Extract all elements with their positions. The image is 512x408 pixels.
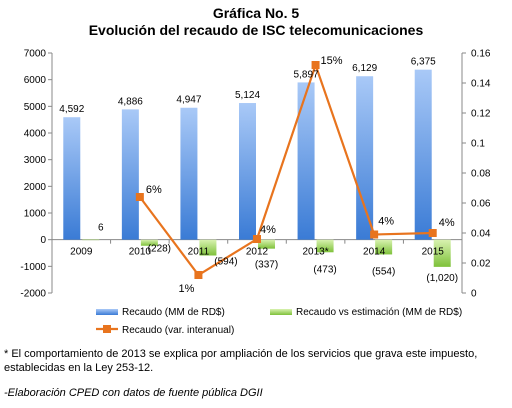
- bar-recaudo: [297, 82, 315, 240]
- line-series: [135, 61, 437, 279]
- line-marker: [311, 61, 320, 69]
- data-label-var-interanual: 6%: [146, 184, 162, 196]
- bar-variacion-estimacion: [316, 239, 334, 253]
- bar-recaudo: [356, 76, 374, 240]
- data-label-var-interanual: 4%: [378, 216, 394, 228]
- y-tick-label: -2000: [20, 289, 46, 300]
- x-tick-label: 2013*: [303, 247, 329, 258]
- data-label-var-interanual: 15%: [321, 55, 343, 67]
- line-var-interanual: [138, 61, 433, 277]
- y2-tick-label: 0.1: [471, 139, 485, 150]
- bar-recaudo: [63, 117, 81, 240]
- legend-swatch-variacion: [270, 309, 292, 315]
- bar-recaudo: [180, 107, 198, 240]
- y2-tick-label: 0.06: [471, 199, 491, 210]
- y-tick-label: 3000: [24, 155, 47, 166]
- x-tick-label: 2015: [422, 247, 445, 258]
- data-label-variacion: (554): [372, 266, 395, 277]
- y-tick-label: 2000: [24, 182, 47, 193]
- y2-tick-label: 0.08: [471, 169, 491, 180]
- data-label-var-interanual: 4%: [260, 224, 276, 236]
- chart-title-line1: Gráfica No. 5: [212, 5, 300, 21]
- y2-tick-label: 0.12: [471, 109, 491, 120]
- x-tick-label: 2012: [246, 247, 269, 258]
- data-labels: 4,592 4,886 4,947 5,124 5,897 6,129 6,375 2009 2…: [59, 55, 458, 295]
- data-label-var-interanual: 1%: [178, 283, 194, 295]
- data-label-variacion: (473): [313, 264, 336, 275]
- data-label-recaudo: 4,947: [176, 95, 201, 106]
- x-tick-label: 2010: [129, 247, 152, 258]
- chart-title: Gráfica No. 5 Evolución del recaudo de I…: [0, 5, 512, 39]
- bar-variacion-estimacion: [82, 239, 100, 241]
- data-label-recaudo: 4,886: [118, 96, 143, 107]
- line-marker: [135, 193, 144, 201]
- legend: Recaudo (MM de RD$) Recaudo vs estimación…: [96, 307, 462, 336]
- y-tick-label: 7000: [24, 49, 47, 60]
- y2-tick-label: 0.16: [471, 49, 491, 60]
- data-label-variacion: (594): [214, 257, 237, 268]
- y2-tick-label: 0: [471, 289, 477, 300]
- chart-area: -2000 -1000 0 1000 2000 3000 4000 5000 6000 7000 0…: [20, 49, 490, 337]
- footnote: * El comportamiento de 2013 se explica p…: [4, 348, 478, 374]
- data-label-variacion: 6: [98, 223, 104, 234]
- legend-swatch-recaudo: [96, 309, 118, 315]
- axes: -2000 -1000 0 1000 2000 3000 4000 5000 6000 7000 0…: [20, 49, 490, 300]
- y2-tick-label: 0.14: [471, 79, 491, 90]
- chart-title-line2: Evolución del recaudo de ISC telecomunic…: [88, 22, 424, 38]
- y-tick-label: 6000: [24, 75, 47, 86]
- data-label-recaudo: 4,592: [59, 104, 84, 115]
- y-tick-label: 1000: [24, 209, 47, 220]
- data-label-var-interanual: 4%: [439, 217, 455, 229]
- bar-variacion-estimacion: [433, 239, 451, 267]
- bar-variacion-estimacion: [140, 239, 158, 246]
- data-label-variacion: (1,020): [426, 273, 458, 284]
- source-credit: -Elaboración CPED con datos de fuente pú…: [4, 387, 263, 399]
- line-marker: [194, 271, 203, 279]
- bar-variacion-estimacion: [258, 239, 275, 249]
- y-tick-label: -1000: [20, 262, 46, 273]
- y-tick-label: 4000: [24, 129, 47, 140]
- legend-label-var-interanual: Recaudo (var. interanual): [122, 325, 234, 336]
- x-tick-label: 2014: [363, 247, 386, 258]
- data-label-recaudo: 5,124: [235, 90, 260, 101]
- y2-tick-label: 0.04: [471, 229, 491, 240]
- bar-recaudo: [414, 69, 432, 240]
- legend-label-variacion: Recaudo vs estimación (MM de RD$): [296, 307, 462, 318]
- data-label-recaudo: 6,375: [411, 57, 436, 68]
- legend-marker-var-interanual: [103, 325, 111, 333]
- bar-recaudo: [239, 103, 256, 240]
- x-tick-label: 2009: [70, 247, 93, 258]
- line-marker: [428, 229, 437, 237]
- data-label-variacion: (228): [148, 244, 171, 255]
- y2-tick-label: 0.02: [471, 259, 491, 270]
- bar-variacion-estimacion: [199, 239, 217, 256]
- data-label-recaudo: 6,129: [352, 63, 377, 74]
- y-tick-label: 5000: [24, 102, 47, 113]
- line-marker: [370, 230, 379, 239]
- legend-label-recaudo: Recaudo (MM de RD$): [122, 307, 225, 318]
- data-label-variacion: (337): [255, 260, 278, 271]
- x-tick-label: 2011: [188, 247, 210, 258]
- line-marker: [253, 235, 261, 243]
- y-tick-label: 0: [40, 235, 46, 246]
- bar-recaudo: [121, 109, 139, 240]
- data-label-recaudo: 5,897: [294, 69, 319, 80]
- bars: [63, 69, 451, 267]
- bar-variacion-estimacion: [375, 239, 393, 255]
